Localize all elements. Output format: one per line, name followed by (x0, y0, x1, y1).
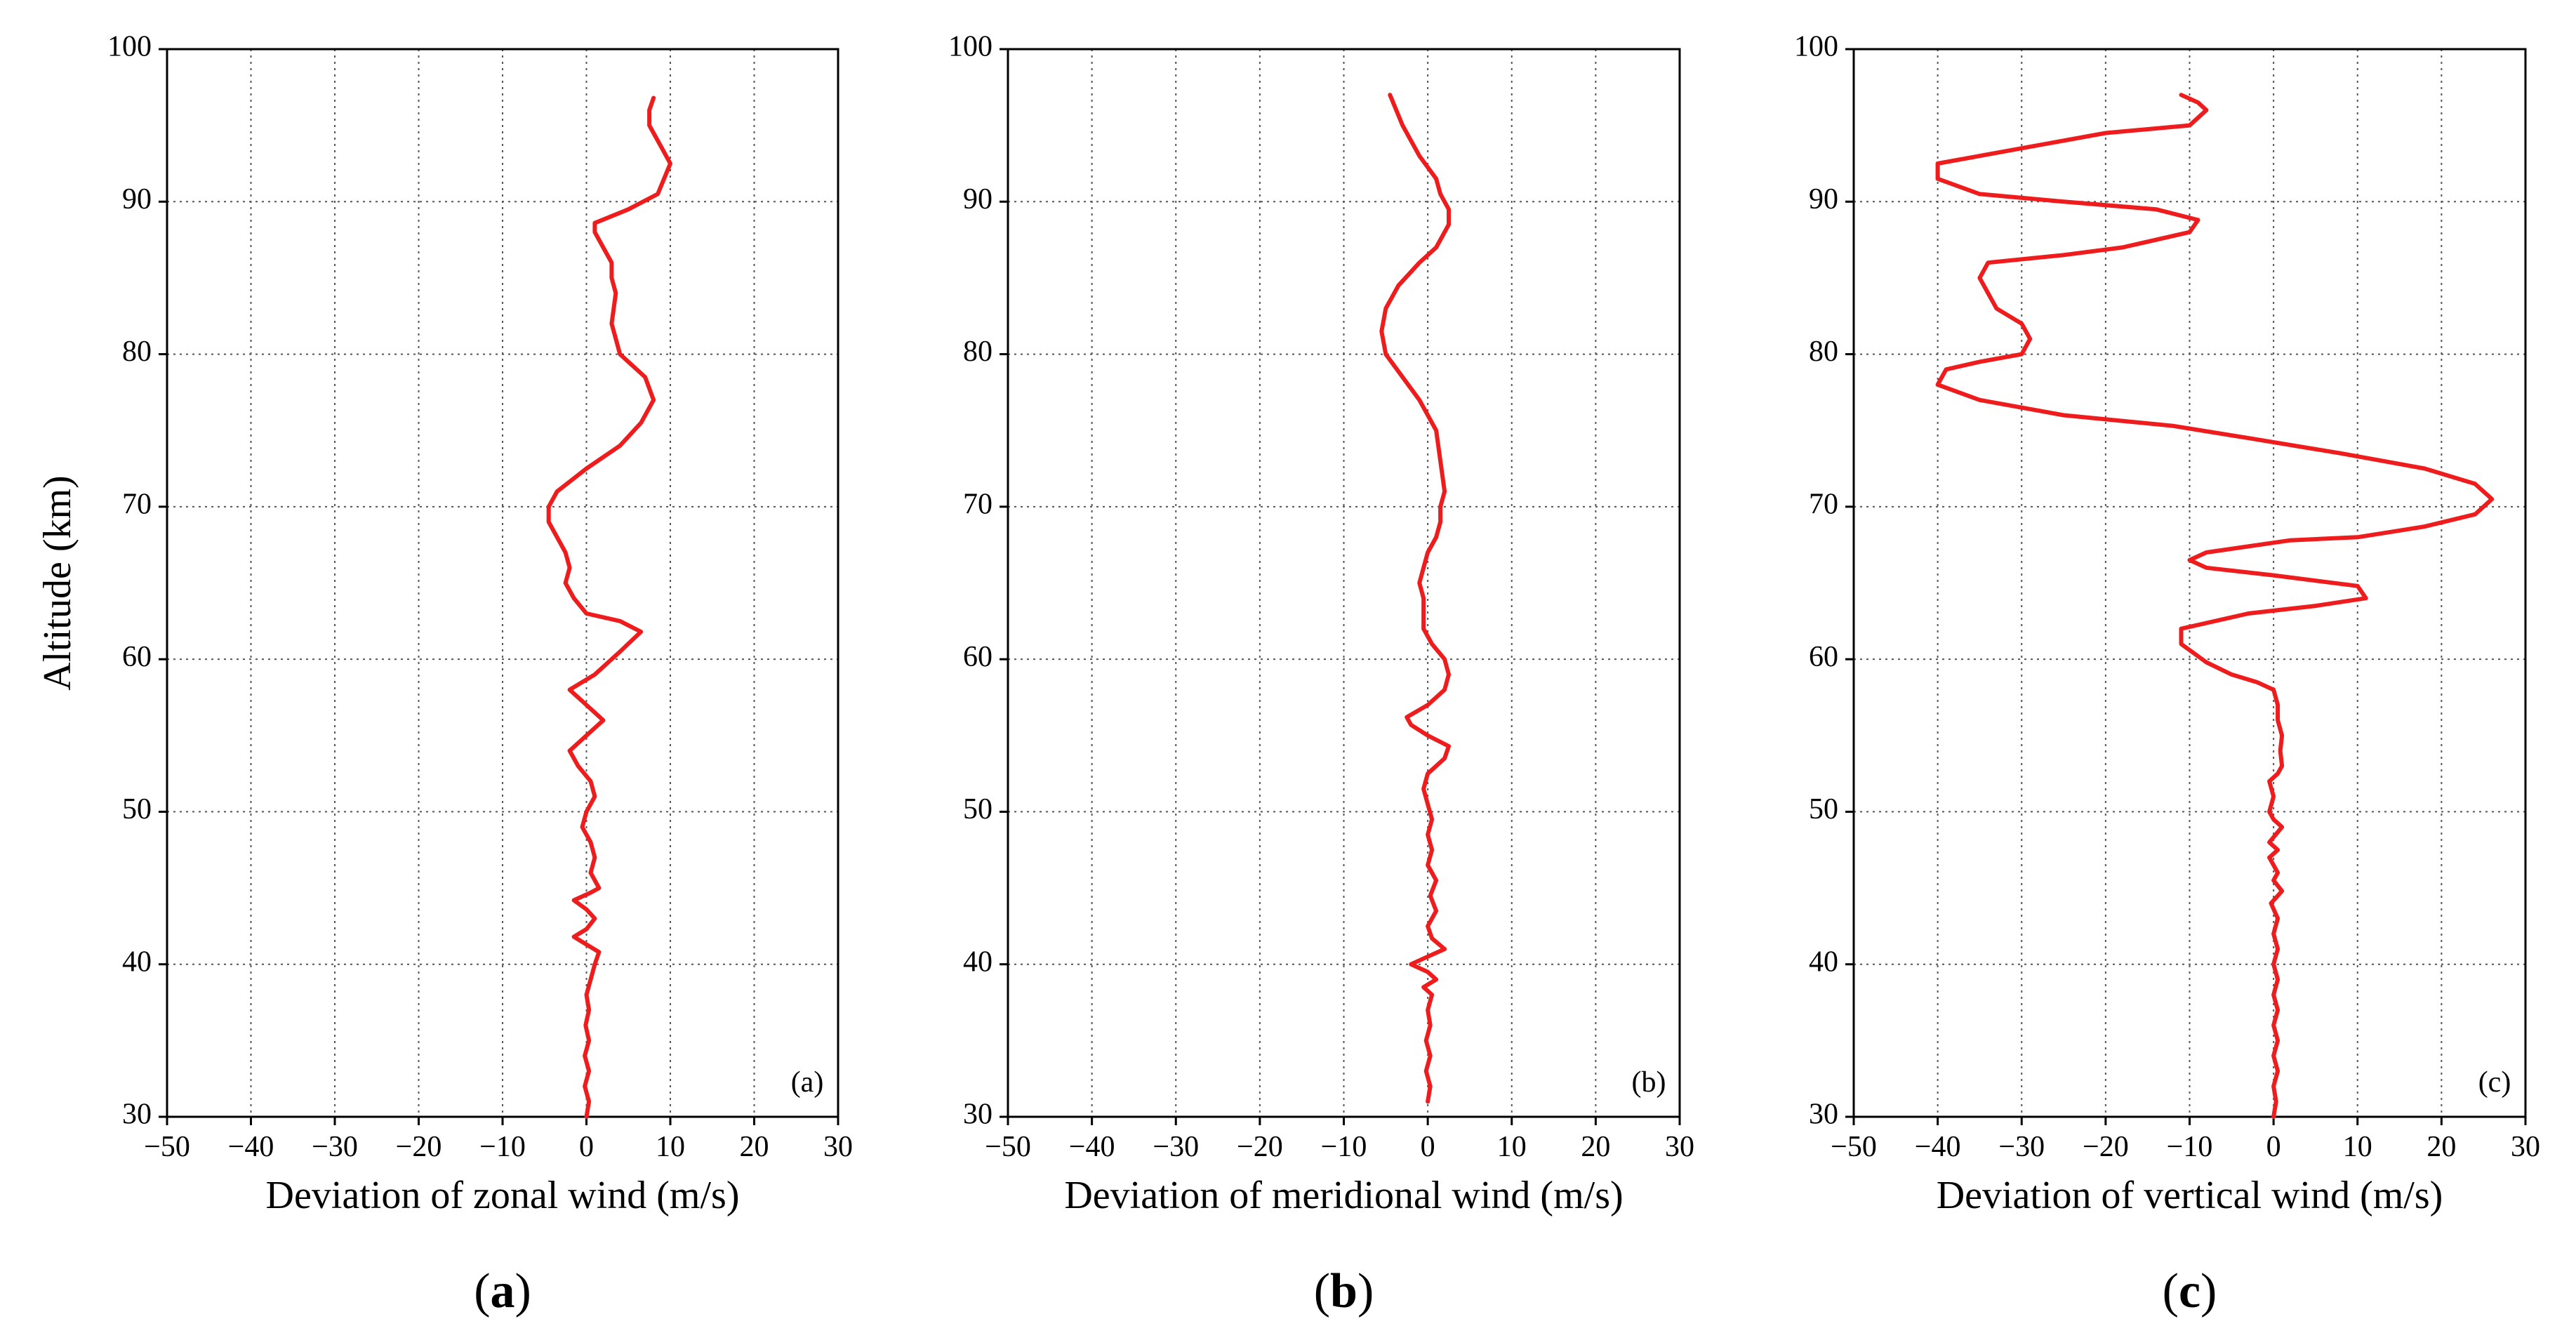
ytick-label: 60 (1809, 641, 1838, 673)
ytick-label: 70 (963, 488, 992, 520)
ytick-label: 50 (963, 793, 992, 825)
ytick-label: 40 (1809, 946, 1838, 978)
ytick-label: 50 (122, 793, 152, 825)
ytick-label: 90 (1809, 183, 1838, 215)
grid-c (1854, 49, 2525, 1117)
panel-caption: (a) (474, 1264, 531, 1318)
xtick-label: 20 (2426, 1131, 2456, 1163)
vertical-wind-line (1935, 93, 2495, 1119)
xtick-label: 10 (656, 1131, 685, 1163)
panel-tag: (b) (1632, 1066, 1666, 1099)
caption-letter: b (1330, 1264, 1357, 1318)
xtick-label: −30 (1153, 1131, 1199, 1163)
ytick-label: 60 (122, 641, 152, 673)
ytick-label: 70 (1809, 488, 1838, 520)
xtick-label: 0 (579, 1131, 594, 1163)
panel-c: 30 40 50 60 70 80 90 100 −50 −40 −30 −20… (1794, 31, 2540, 1318)
panel-caption: (b) (1314, 1264, 1374, 1318)
ytick-label: 50 (1809, 793, 1838, 825)
xtick-label: 20 (1581, 1131, 1610, 1163)
xtick-label: 20 (740, 1131, 769, 1163)
xtick-label: 30 (2511, 1131, 2540, 1163)
ytick-label: 30 (122, 1099, 152, 1131)
xtick-label: 10 (1497, 1131, 1527, 1163)
xtick-label: −40 (1915, 1131, 1961, 1163)
ytick-label: 80 (122, 336, 152, 368)
xtick-label: −20 (396, 1131, 442, 1163)
panel-b: 30 40 50 60 70 80 90 100 −50 −40 −30 −20… (948, 31, 1694, 1318)
caption-letter: c (2179, 1264, 2200, 1318)
xtick-label: −50 (144, 1131, 190, 1163)
ytick-label: 40 (963, 946, 992, 978)
grid-a (167, 49, 838, 1117)
xtick-label: −30 (312, 1131, 358, 1163)
ytick-label: 90 (963, 183, 992, 215)
xtick-label: −20 (1237, 1131, 1283, 1163)
ytick-label: 70 (122, 488, 152, 520)
frame-b (1007, 48, 1681, 1118)
xtick-label: −30 (1998, 1131, 2045, 1163)
ticks-c (1845, 48, 2527, 1125)
ytick-label: 40 (122, 946, 152, 978)
x-axis-label: Deviation of vertical wind (m/s) (1937, 1174, 2443, 1217)
ytick-label: 30 (963, 1099, 992, 1131)
ytick-label: 30 (1809, 1099, 1838, 1131)
xtick-label: −40 (228, 1131, 274, 1163)
xtick-label: 30 (823, 1131, 853, 1163)
ytick-label: 100 (107, 31, 152, 63)
caption-letter: a (491, 1264, 515, 1318)
y-axis-label: Altitude (km) (36, 475, 79, 690)
xtick-label: 30 (1665, 1131, 1694, 1163)
ytick-label: 60 (963, 641, 992, 673)
ytick-label: 80 (963, 336, 992, 368)
ytick-label: 80 (1809, 336, 1838, 368)
zonal-wind-line (546, 95, 672, 1119)
xtick-label: −50 (985, 1131, 1031, 1163)
panel-caption: (c) (2163, 1264, 2217, 1318)
ytick-label: 90 (122, 183, 152, 215)
panel-tag: (c) (2478, 1066, 2511, 1099)
xtick-label: −20 (2083, 1131, 2129, 1163)
panel-a: 30 40 50 60 70 80 90 100 −50 −40 −30 −20… (36, 31, 853, 1318)
xtick-label: −40 (1069, 1131, 1115, 1163)
ytick-label: 100 (948, 31, 992, 63)
panel-tag: (a) (791, 1066, 824, 1099)
x-axis-label: Deviation of meridional wind (m/s) (1064, 1174, 1623, 1217)
xtick-label: −10 (479, 1131, 526, 1163)
ytick-label: 100 (1794, 31, 1838, 63)
xtick-label: −10 (2167, 1131, 2213, 1163)
xtick-label: 0 (1421, 1131, 1435, 1163)
xtick-label: −50 (1831, 1131, 1877, 1163)
ticks-a (159, 48, 839, 1125)
ticks-b (1000, 48, 1681, 1125)
frame-a (166, 48, 839, 1118)
x-axis-label: Deviation of zonal wind (m/s) (266, 1174, 740, 1217)
grid-b (1008, 49, 1680, 1117)
xtick-label: 0 (2266, 1131, 2281, 1163)
xtick-label: 10 (2343, 1131, 2372, 1163)
meridional-wind-line (1379, 93, 1451, 1104)
xtick-label: −10 (1321, 1131, 1367, 1163)
frame-c (1852, 48, 2527, 1118)
